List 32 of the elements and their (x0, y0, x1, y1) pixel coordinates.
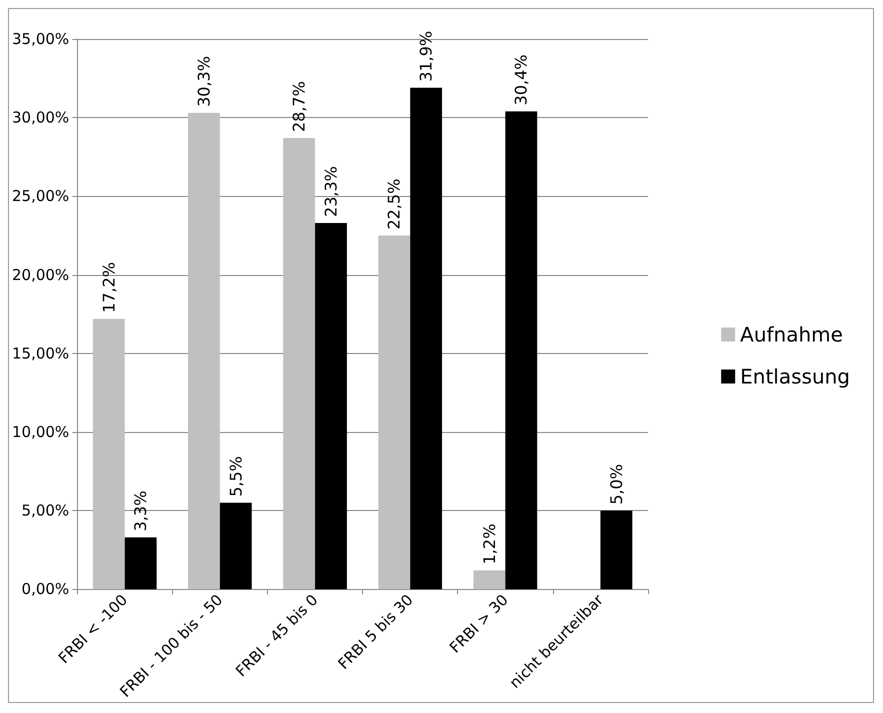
legend-label: Aufnahme (740, 322, 843, 346)
y-tick-label: 5,00% (22, 502, 70, 520)
bar (220, 502, 252, 590)
data-label: 5,5% (226, 456, 246, 497)
y-tick-label: 30,00% (12, 108, 70, 127)
bar (378, 236, 410, 590)
bar (315, 222, 347, 590)
data-label: 1,2% (480, 524, 499, 564)
data-label: 23,3% (321, 166, 340, 217)
bar (600, 510, 632, 590)
data-label: 17,2% (99, 262, 118, 313)
y-tick-label: 35,00% (12, 30, 70, 48)
data-label: 31,9% (416, 30, 436, 82)
bar (473, 570, 506, 590)
y-tick-label: 20,00% (12, 266, 70, 284)
bar (124, 537, 157, 590)
legend-label: Entlassung (740, 364, 850, 388)
y-tick-label: 25,00% (12, 187, 70, 206)
data-label: 22,5% (384, 178, 404, 230)
data-label: 30,3% (194, 56, 214, 107)
data-label: 3,3% (131, 490, 150, 532)
data-label: 5,0% (606, 464, 626, 505)
bar (505, 111, 538, 590)
bar (188, 112, 220, 590)
y-tick-label: 15,00% (12, 344, 70, 362)
bar (283, 138, 316, 590)
bar (410, 88, 442, 590)
data-label: 30,4% (512, 54, 531, 106)
y-tick-label: 0,00% (22, 580, 70, 598)
data-label: 28,7% (290, 81, 309, 132)
y-tick-label: 10,00% (12, 423, 70, 442)
bar (92, 318, 125, 590)
